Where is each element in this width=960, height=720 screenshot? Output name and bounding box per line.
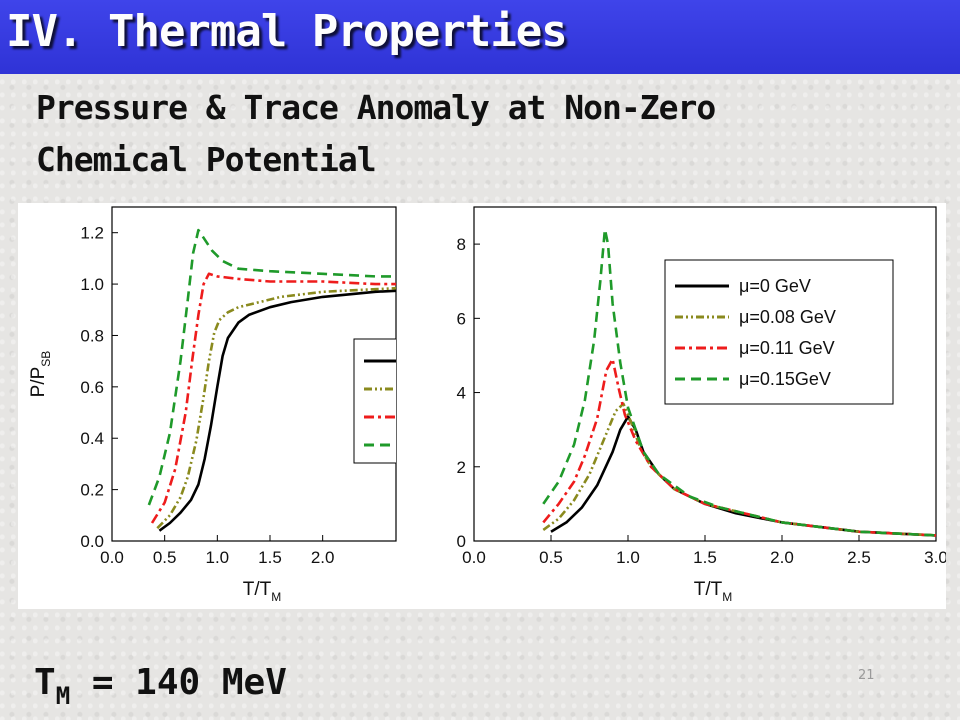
chart-right-y-tick-label: 8 [457,235,466,254]
chart-right-x-tick-label: 0.0 [462,548,486,567]
tm-value: = 140 MeV [70,662,287,703]
slide-title: IV. Thermal Properties [6,6,568,57]
chart-right-series-line-3 [542,227,936,537]
chart-right-y-tick-label: 6 [457,309,466,328]
chart-left-y-axis-label: P/PSB [28,351,53,398]
chart-left-x-tick-label: 0.0 [100,548,124,567]
chart-left-series-group [147,228,396,532]
subtitle-line-2: Chemical Potential [36,140,377,179]
chart-left-y-tick-label: 1.2 [80,224,104,243]
slide-subtitle: Pressure & Trace Anomaly at Non-Zero Che… [36,82,916,186]
subtitle-line-1: Pressure & Trace Anomaly at Non-Zero [36,88,716,127]
chart-right-y-tick-label: 4 [457,384,466,403]
page-number: 21 [858,668,875,683]
figure-panel: 0.0 0.5 1.0 1.5 2.0 0.0 0.2 0.4 0.6 0.8 1.0 1.2 T/TM… [18,203,946,609]
tm-subscript: M [55,682,71,710]
chart-right-legend-label-3: μ=0.15GeV [739,369,831,389]
chart-left-group: 0.0 0.5 1.0 1.5 2.0 0.0 0.2 0.4 0.6 0.8 1.0 1.2 T/TM… [28,206,397,604]
chart-right-group: 0.0 0.5 1.0 1.5 2.0 2.5 3.0 0 2 4 6 8 T/TM μ=0 GeV μ=0… [457,206,946,604]
chart-right-series-line-0 [550,415,936,537]
chart-left-x-axis-label-sub: M [271,590,281,604]
chart-left-y-tick-label: 0.4 [80,429,104,448]
chart-right-x-tick-label: 0.5 [539,548,563,567]
chart-left-x-tick-label: 0.5 [153,548,177,567]
title-bar: IV. Thermal Properties [0,0,960,74]
chart-right-legend-box [664,259,894,405]
chart-right-legend-label-0: μ=0 GeV [739,276,811,296]
chart-left-series-line-3 [147,228,396,506]
chart-left-y-axis-label-sub: SB [39,351,53,367]
chart-right-y-tick-label: 0 [457,532,466,551]
chart-right-series-group [542,227,936,537]
chart-right-y-tick-label: 2 [457,458,466,477]
tm-prefix: T [34,662,56,703]
chart-right-x-tick-label: 2.5 [847,548,871,567]
chart-left-frame [111,206,397,542]
chart-left-legend-partial [353,338,396,464]
chart-right-x-tick-label: 1.0 [616,548,640,567]
chart-left-y-tick-label: 0.0 [80,532,104,551]
chart-left-y-tick-label: 0.2 [80,481,104,500]
chart-right-x-tick-label: 3.0 [924,548,946,567]
chart-right-legend-label-2: μ=0.11 GeV [739,338,835,358]
chart-right-legend-label-1: μ=0.08 GeV [739,307,836,327]
chart-right-x-tick-label: 1.5 [693,548,717,567]
chart-left-y-tick-label: 0.8 [80,326,104,345]
chart-left-x-tick-label: 1.0 [206,548,230,567]
tm-value-label: TM = 140 MeV [34,662,287,710]
chart-left-x-axis-label: T/TM [243,579,282,604]
charts-svg: 0.0 0.5 1.0 1.5 2.0 0.0 0.2 0.4 0.6 0.8 1.0 1.2 T/TM… [28,206,946,604]
chart-right-series-line-1 [542,402,936,537]
chart-left-y-tick-label: 1.0 [80,275,104,294]
chart-left-series-line-0 [158,289,396,532]
chart-right-x-tick-label: 2.0 [770,548,794,567]
chart-left-y-tick-label: 0.6 [80,378,104,397]
chart-left-x-tick-label: 2.0 [311,548,335,567]
chart-right-x-axis-label: T/TM [694,579,733,604]
chart-left-series-line-2 [150,272,396,524]
chart-left-series-line-1 [156,286,396,530]
chart-left-x-tick-label: 1.5 [258,548,282,567]
chart-right-x-axis-label-sub: M [722,590,732,604]
